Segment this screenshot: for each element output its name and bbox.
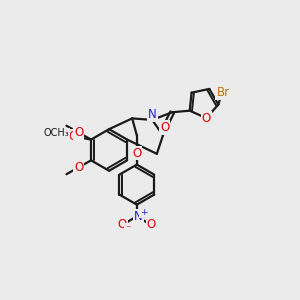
Text: Br: Br (216, 86, 230, 99)
Text: OCH₃: OCH₃ (44, 128, 69, 138)
Text: N: N (148, 108, 157, 121)
Text: O: O (147, 218, 156, 231)
Text: ⁻: ⁻ (125, 224, 130, 234)
Text: O: O (69, 130, 78, 143)
Text: O: O (74, 126, 83, 139)
Text: +: + (140, 208, 148, 217)
Text: O: O (74, 161, 83, 174)
Text: O: O (160, 121, 169, 134)
Text: O: O (202, 112, 211, 124)
Text: O: O (118, 218, 127, 231)
Text: O: O (132, 146, 141, 160)
Text: N: N (134, 210, 143, 223)
